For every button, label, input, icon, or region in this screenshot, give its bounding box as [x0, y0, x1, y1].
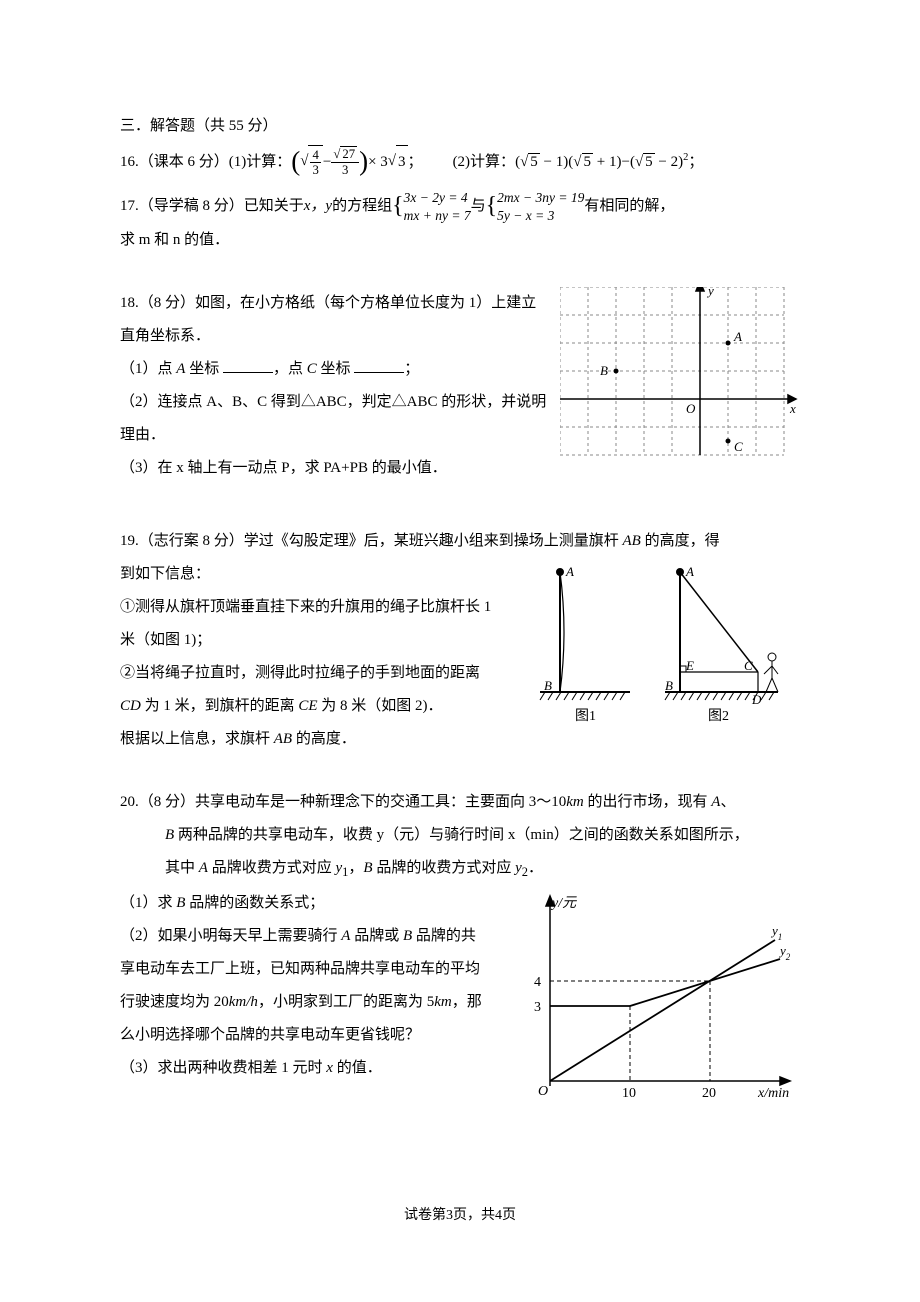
equation-system-1: 3x − 2y = 4 mx + ny = 7: [404, 189, 471, 224]
p20-line2: B 两种品牌的共享电动车，收费 y（元）与骑行时间 x（min）之间的函数关系如…: [120, 819, 800, 852]
svg-text:E: E: [685, 658, 694, 673]
sqrt-icon: √3: [388, 145, 408, 179]
section-title: 三．解答题（共 55 分）: [120, 110, 800, 143]
p16-part2-label: (2)计算：: [453, 146, 516, 179]
p17-vars: x，y: [304, 190, 332, 223]
label-C: C: [734, 439, 743, 454]
problem-17-line1: 17.（导学稿 8 分）已知关于 x，y 的方程组 { 3x − 2y = 4 …: [120, 189, 800, 224]
svg-text:4: 4: [534, 975, 541, 990]
blank-input[interactable]: [354, 358, 404, 373]
p17-suffix: 有相同的解，: [584, 190, 674, 223]
p19-figures: A B 图1: [520, 562, 800, 755]
p16-times: × 3: [368, 146, 388, 179]
svg-text:3: 3: [534, 1000, 541, 1015]
label-x: x: [789, 401, 796, 416]
svg-text:O: O: [538, 1084, 548, 1099]
p17-line2: 求 m 和 n 的值．: [120, 224, 800, 257]
p16-2a: (√5 − 1)(√5 + 1): [515, 146, 621, 179]
line-chart-icon: 4 3 10 20 O y/元 x/min y1 y2: [510, 891, 800, 1111]
p16-semi1: ；: [408, 146, 423, 179]
p20-line1: 20.（8 分）共享电动车是一种新理念下的交通工具：主要面向 3～10km 的出…: [120, 786, 800, 819]
problem-16: 16.（课本 6 分）(1)计算： ( √ 4 3 − √27 3 ) × 3√…: [120, 145, 800, 179]
svg-text:B: B: [665, 678, 673, 693]
p17-s2e2: 5y − x = 3: [497, 207, 584, 225]
p16-semi2: ；: [688, 146, 703, 179]
p20-sub2: （2）如果小明每天早上需要骑行 A 品牌或 B 品牌的共享电动车去工厂上班，已知…: [120, 920, 490, 1052]
brace-icon: {: [486, 197, 498, 216]
problem-17: 17.（导学稿 8 分）已知关于 x，y 的方程组 { 3x − 2y = 4 …: [120, 189, 800, 257]
p16-prefix: 16.（课本 6 分）(1)计算：: [120, 146, 291, 179]
label-A: A: [733, 329, 742, 344]
p16-2minus: −: [621, 146, 629, 179]
p17-s1e1: 3x − 2y = 4: [404, 189, 471, 207]
label-B: B: [600, 363, 608, 378]
problem-18: A B C O y x 18.（8 分）如图，在小方格纸（每个方格单位长度为 1…: [120, 287, 800, 485]
problem-19: 19.（志行案 8 分）学过《勾股定理》后，某班兴趣小组来到操场上测量旗杆 AB…: [120, 525, 800, 756]
equation-system-2: 2mx − 3ny = 19 5y − x = 3: [497, 189, 584, 224]
p16-f1-num: 4: [310, 148, 320, 163]
svg-text:10: 10: [622, 1086, 636, 1101]
fig2-label: 图2: [708, 709, 729, 724]
svg-text:D: D: [751, 692, 762, 707]
brace-icon: {: [392, 197, 404, 216]
svg-text:y1: y1: [770, 923, 782, 942]
p17-mid1: 的方程组: [332, 190, 392, 223]
open-paren-icon: (: [291, 151, 300, 173]
label-O: O: [686, 401, 696, 416]
problem-20: 20.（8 分）共享电动车是一种新理念下的交通工具：主要面向 3～10km 的出…: [120, 786, 800, 1124]
p16-f2-num: 27: [340, 146, 357, 161]
p16-f2-den: 3: [340, 163, 350, 177]
blank-input[interactable]: [223, 358, 273, 373]
p17-s2e1: 2mx − 3ny = 19: [497, 189, 584, 207]
p16-gap: [423, 146, 453, 179]
p18-grid-figure: A B C O y x: [560, 287, 800, 480]
close-paren-icon: ): [359, 151, 368, 173]
p19-item2: ②当将绳子拉直时，测得此时拉绳子的手到地面的距离 CD 为 1 米，到旗杆的距离…: [120, 657, 500, 723]
p20-chart: 4 3 10 20 O y/元 x/min y1 y2: [510, 891, 800, 1124]
svg-text:A: A: [565, 564, 574, 579]
p16-sqrt3: 3: [396, 145, 408, 179]
problem-16-line: 16.（课本 6 分）(1)计算： ( √ 4 3 − √27 3 ) × 3√…: [120, 145, 800, 179]
page-footer: 试卷第3页，共4页: [0, 1201, 920, 1232]
p17-prefix: 17.（导学稿 8 分）已知关于: [120, 190, 304, 223]
sqrt-icon: √ 4 3: [300, 145, 323, 179]
svg-text:B: B: [544, 678, 552, 693]
p16-f1-den: 3: [310, 163, 320, 177]
p19-item1: ①测得从旗杆顶端垂直挂下来的升旗用的绳子比旗杆长 1 米（如图 1)；: [120, 591, 500, 657]
coordinate-grid-icon: A B C O y x: [560, 287, 800, 467]
p17-s1e2: mx + ny = 7: [404, 207, 471, 225]
p17-between: 与: [471, 190, 486, 223]
p16-minus: −: [323, 146, 331, 179]
fraction-icon: √27 3: [331, 147, 359, 176]
p19-line1: 19.（志行案 8 分）学过《勾股定理》后，某班兴趣小组来到操场上测量旗杆 AB…: [120, 525, 800, 558]
svg-text:A: A: [685, 564, 694, 579]
fig1-label: 图1: [575, 709, 596, 724]
svg-text:C: C: [744, 658, 753, 673]
label-y: y: [706, 287, 714, 298]
p16-2c: (√5 − 2)2: [630, 146, 688, 179]
p20-line3: 其中 A 品牌收费方式对应 y1，B 品牌的收费方式对应 y2．: [120, 852, 800, 887]
flagpole-diagram-icon: A B 图1: [520, 562, 800, 742]
svg-text:20: 20: [702, 1086, 716, 1101]
xlabel: x/min: [757, 1086, 789, 1101]
ylabel: y/元: [550, 896, 577, 911]
